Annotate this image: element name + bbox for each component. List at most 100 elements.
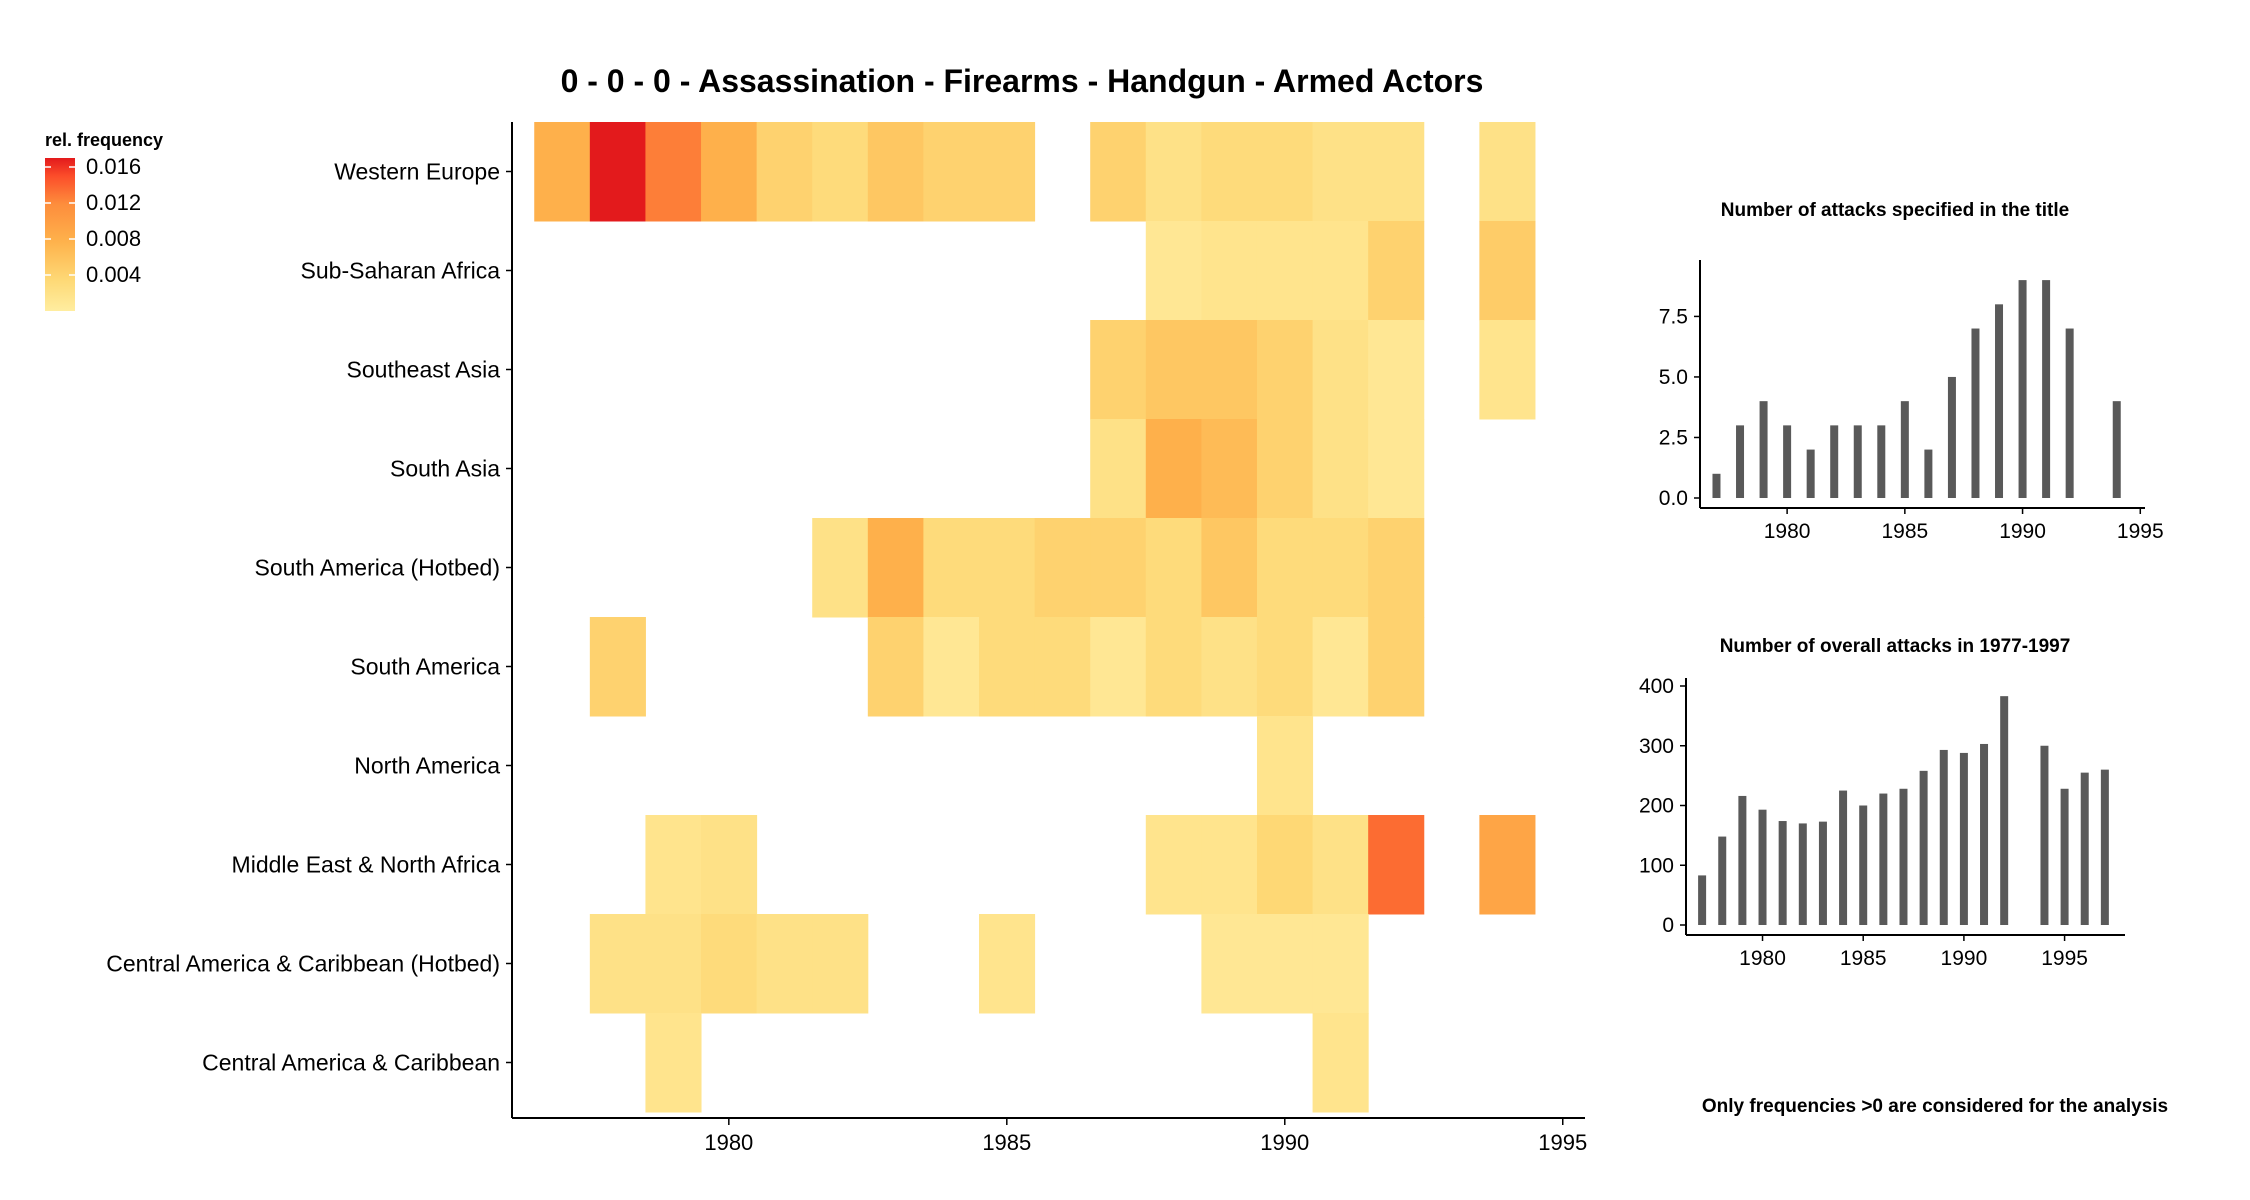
bar-chart-specified: Number of attacks specified in the title…	[1659, 200, 2164, 543]
bar-chart-specified-bar	[2042, 280, 2051, 498]
heatmap-row-label: North America	[354, 753, 500, 779]
bar-chart-specified-bar	[1830, 425, 1839, 498]
heatmap-cell	[534, 122, 591, 222]
heatmap-cell	[867, 122, 924, 222]
bar-chart-overall-bar	[1798, 823, 1807, 925]
heatmap-cell	[1201, 914, 1258, 1014]
bar-chart-overall-y-tick-label: 100	[1639, 854, 1674, 877]
legend: rel. frequency 0.016 0.012 0.008 0.004	[45, 130, 163, 311]
bar-chart-specified-bar	[1712, 473, 1721, 498]
bar-chart-specified-y-tick-label: 5.0	[1659, 366, 1688, 389]
heatmap-cell	[1479, 221, 1536, 321]
heatmap-cell	[1256, 221, 1314, 321]
heatmap-cell	[923, 518, 980, 618]
bar-chart-overall-bar	[1980, 743, 1989, 925]
heatmap-cell	[1368, 419, 1425, 519]
bar-chart-specified-title: Number of attacks specified in the title	[1721, 200, 2069, 221]
heatmap-cell	[1368, 122, 1425, 222]
heatmap-chart: Western Europe Sub-Saharan Africa Southeas…	[106, 122, 1587, 1155]
bar-chart-overall-bar	[1738, 795, 1747, 925]
heatmap-x-tick-label: 1990	[1260, 1130, 1309, 1155]
bar-chart-overall-y-tick-label: 0	[1662, 914, 1674, 937]
heatmap-cell	[645, 815, 702, 915]
heatmap-cell	[979, 617, 1036, 717]
bar-chart-overall-x-tick-label: 1980	[1739, 947, 1786, 970]
heatmap-cell	[589, 122, 646, 222]
heatmap-row-label: Central America & Caribbean	[202, 1050, 500, 1076]
heatmap-cell	[1034, 617, 1091, 717]
heatmap-cell	[1312, 617, 1369, 717]
heatmap-cell	[1090, 419, 1147, 519]
bar-chart-overall-bar	[2000, 696, 2009, 925]
main-title: 0 - 0 - 0 - Assassination - Firearms - H…	[561, 63, 1484, 99]
heatmap-row-label: Middle East & North Africa	[232, 852, 501, 878]
heatmap-cell	[645, 1013, 702, 1113]
heatmap-cell	[1145, 122, 1202, 222]
heatmap-cell	[1090, 617, 1147, 717]
heatmap-cell	[867, 617, 924, 717]
bar-chart-specified-plot: 0.0 2.5 5.0 7.5 1980 1985 1990 1995	[1659, 260, 2164, 543]
heatmap-row-label: South Asia	[390, 456, 500, 482]
bar-chart-overall-bar	[1919, 770, 1928, 925]
heatmap-cell	[1145, 221, 1202, 321]
bar-chart-overall-bar	[1839, 790, 1848, 925]
heatmap-cell	[1145, 518, 1202, 618]
heatmap-row-label: South America	[350, 654, 500, 680]
heatmap-cell	[756, 914, 813, 1014]
heatmap-cell	[812, 122, 869, 222]
bar-chart-specified-y-tick-label: 7.5	[1659, 305, 1688, 328]
heatmap-cell	[1090, 518, 1147, 618]
legend-tick-label: 0.016	[86, 154, 141, 179]
bar-chart-overall-y-tick-label: 300	[1639, 735, 1674, 758]
bar-chart-specified-bar	[2018, 280, 2027, 498]
heatmap-cell	[589, 914, 646, 1014]
legend-title: rel. frequency	[45, 130, 163, 150]
heatmap-x-tick-label: 1980	[704, 1130, 753, 1155]
heatmap-cell	[1312, 518, 1369, 618]
heatmap-cell	[867, 518, 924, 618]
legend-tick-label: 0.012	[86, 190, 141, 215]
heatmap-cell	[1145, 815, 1202, 915]
bar-chart-overall-bar	[1698, 875, 1707, 925]
heatmap-cell	[1312, 815, 1369, 915]
bar-chart-specified-y-tick-label: 2.5	[1659, 426, 1688, 449]
bar-chart-specified-bar	[1853, 425, 1862, 498]
bar-chart-overall-bar	[2080, 772, 2089, 925]
bar-chart-specified-bar	[1759, 401, 1768, 498]
heatmap-cell	[1201, 617, 1258, 717]
heatmap-cell	[1256, 518, 1314, 618]
heatmap-row-labels: Western Europe Sub-Saharan Africa Southeas…	[106, 159, 500, 1076]
bar-chart-overall-bar	[2040, 745, 2049, 925]
heatmap-cell	[1368, 617, 1425, 717]
bar-chart-specified-bar	[2065, 328, 2074, 498]
heatmap-cell	[645, 122, 702, 222]
bar-chart-overall-bar	[1778, 821, 1787, 925]
bar-chart-specified-bar	[1736, 425, 1745, 498]
heatmap-cell	[756, 122, 813, 222]
bar-chart-specified-bar	[2112, 401, 2121, 498]
heatmap-cell	[1201, 122, 1258, 222]
heatmap-cell	[1201, 419, 1258, 519]
bar-chart-overall-x-tick-label: 1990	[1941, 947, 1988, 970]
bar-chart-overall: Number of overall attacks in 1977-1997 0…	[1639, 636, 2125, 970]
bar-chart-overall-bar	[1939, 749, 1948, 925]
heatmap-cell	[1312, 221, 1369, 321]
heatmap-cell	[1256, 914, 1314, 1014]
bar-chart-overall-x-tick-label: 1985	[1840, 947, 1887, 970]
bar-chart-overall-title: Number of overall attacks in 1977-1997	[1720, 636, 2071, 657]
heatmap-row-label: Southeast Asia	[347, 357, 501, 383]
heatmap-cell	[1312, 122, 1369, 222]
bar-chart-specified-x-tick-label: 1995	[2117, 520, 2164, 543]
heatmap-x-tick-label: 1985	[982, 1130, 1031, 1155]
bar-chart-overall-bar	[2100, 769, 2109, 925]
heatmap-cell	[701, 815, 758, 915]
heatmap-cell	[1256, 815, 1314, 915]
heatmap-cell	[1312, 1013, 1369, 1113]
heatmap-cell	[1479, 320, 1536, 420]
bar-chart-specified-bar	[1877, 425, 1886, 498]
legend-tick-label: 0.004	[86, 262, 141, 287]
bar-chart-overall-bar	[1879, 793, 1888, 925]
heatmap-row-label: South America (Hotbed)	[255, 555, 500, 581]
bar-chart-specified-bar	[1947, 376, 1956, 498]
heatmap-cell	[923, 617, 980, 717]
